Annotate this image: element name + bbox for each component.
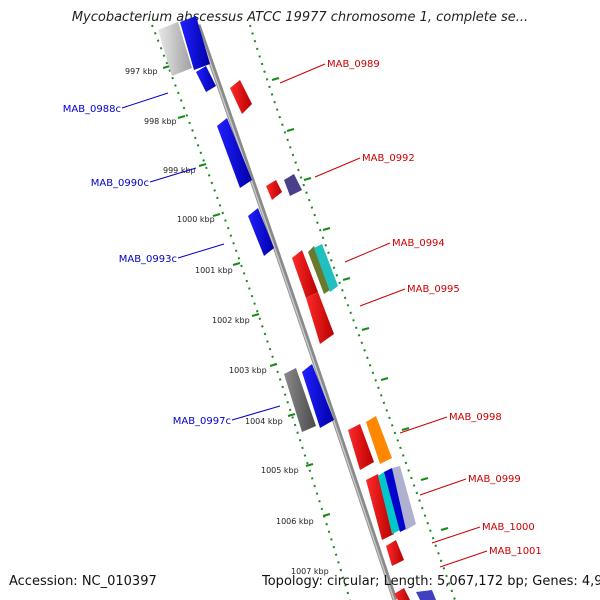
gene-feature (386, 540, 404, 566)
gene-feature (394, 588, 410, 600)
gene-feature (384, 468, 408, 532)
outer-ticks (271, 77, 449, 531)
minus-gene-labels[interactable]: MAB_0988c MAB_0990c MAB_0993c MAB_0997c (63, 104, 231, 427)
leader-lines (121, 63, 488, 568)
gene-feature (314, 244, 338, 292)
accession-label: Accession: NC_010397 (9, 574, 157, 589)
chromosome-backbone (195, 24, 398, 600)
kbp-label: 1002 kbp (212, 316, 250, 325)
gene-feature (196, 66, 216, 92)
gene-feature (366, 474, 394, 540)
gene-feature (378, 472, 400, 534)
gene-feature (266, 180, 282, 200)
kbp-label: 1004 kbp (245, 417, 283, 426)
outer-tick-ring (249, 24, 456, 600)
gene-feature (180, 16, 210, 70)
gene-feature (248, 208, 274, 256)
kbp-label: 1006 kbp (276, 517, 314, 526)
gene-label-mab-0995: MAB_0995 (407, 284, 460, 295)
gene-feature (292, 250, 318, 298)
plus-strand-features[interactable] (230, 80, 436, 600)
gene-feature (416, 590, 436, 600)
kbp-labels: 997 kbp 998 kbp 999 kbp 1000 kbp 1001 kb… (125, 67, 329, 576)
gene-feature (306, 292, 334, 344)
gene-label-mab-0997c: MAB_0997c (173, 416, 231, 427)
gene-label-mab-0998: MAB_0998 (449, 412, 502, 423)
gene-label-mab-1000: MAB_1000 (482, 522, 535, 533)
plus-gene-labels[interactable]: MAB_0989 MAB_0992 MAB_0994 MAB_0995 MAB_… (327, 59, 542, 557)
kbp-label: 1003 kbp (229, 366, 267, 375)
gene-feature (366, 416, 392, 464)
gene-label-mab-0993c: MAB_0993c (119, 254, 177, 265)
gene-label-mab-0992: MAB_0992 (362, 153, 415, 164)
kbp-label: 997 kbp (125, 67, 158, 76)
gene-feature (308, 246, 330, 294)
minus-strand-features[interactable] (158, 16, 334, 432)
gene-feature (348, 424, 374, 470)
gene-label-mab-1001: MAB_1001 (489, 546, 542, 557)
kbp-label: 1005 kbp (261, 466, 299, 475)
kbp-ticks (162, 65, 331, 517)
gene-feature (284, 174, 302, 196)
gene-feature (284, 368, 316, 432)
kbp-label: 999 kbp (163, 166, 196, 175)
gene-label-mab-0989: MAB_0989 (327, 59, 380, 70)
genome-summary: Topology: circular; Length: 5,067,172 bp… (262, 574, 600, 589)
gene-label-mab-0990c: MAB_0990c (91, 178, 149, 189)
kbp-label: 1001 kbp (195, 266, 233, 275)
gene-label-mab-0994: MAB_0994 (392, 238, 445, 249)
kbp-label: 998 kbp (144, 117, 177, 126)
gene-feature (217, 118, 252, 188)
gene-feature (302, 364, 334, 428)
gene-feature (158, 22, 192, 76)
kbp-label: 1000 kbp (177, 215, 215, 224)
gene-label-mab-0999: MAB_0999 (468, 474, 521, 485)
gene-feature (230, 80, 252, 114)
kbp-label: 1007 kbp (291, 567, 329, 576)
gene-feature (392, 466, 416, 530)
gene-label-mab-0988c: MAB_0988c (63, 104, 121, 115)
